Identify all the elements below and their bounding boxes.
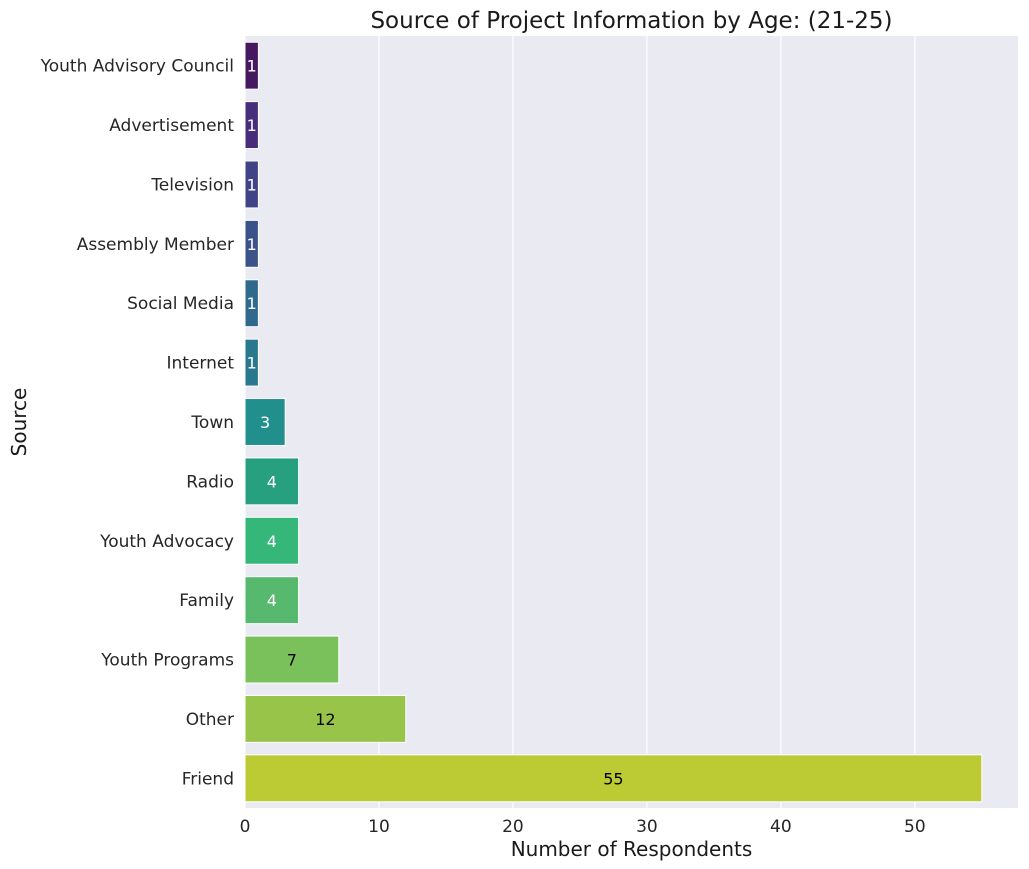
x-tick-label: 40 (770, 817, 792, 837)
bar (244, 694, 407, 743)
bar-value-label: 1 (247, 294, 257, 313)
bar (244, 279, 259, 328)
bar (244, 338, 259, 387)
bar-value-label: 4 (267, 472, 277, 491)
x-tick-label: 20 (502, 817, 524, 837)
y-tick-label: Youth Advocacy (99, 532, 234, 552)
y-tick-label: Television (150, 175, 234, 195)
x-tick-label: 10 (368, 817, 390, 837)
y-tick-labels: Youth Advisory Council Advertisement Telev… (40, 57, 235, 790)
y-tick-label: Youth Advisory Council (40, 57, 234, 77)
x-tick-label: 50 (904, 817, 926, 837)
y-axis-label: Source (7, 388, 31, 457)
bar-value-label: 1 (247, 175, 257, 194)
y-tick-label: Assembly Member (77, 235, 234, 255)
chart-title: Source of Project Information by Age: (2… (370, 8, 892, 34)
y-tick-label: Advertisement (109, 116, 234, 136)
bar-value-label: 4 (267, 532, 277, 551)
bar (244, 398, 286, 446)
bar-value-label: 12 (315, 710, 335, 729)
y-tick-label: Internet (166, 354, 234, 374)
y-tick-label: Youth Programs (100, 651, 234, 671)
bar-value-label: 7 (287, 651, 297, 670)
bar (244, 516, 300, 565)
bar-value-label: 55 (603, 769, 623, 788)
bars (244, 41, 983, 803)
bar-value-label: 1 (247, 57, 257, 76)
bar-value-label: 4 (267, 591, 277, 610)
bar-value-label: 3 (260, 413, 270, 432)
y-tick-label: Town (190, 413, 234, 433)
bar (244, 160, 259, 209)
bar (244, 457, 300, 506)
bar-value-label: 1 (247, 116, 257, 135)
x-axis-label: Number of Respondents (511, 837, 753, 861)
y-tick-label: Radio (186, 472, 234, 492)
bar (244, 576, 300, 625)
y-tick-label: Social Media (127, 294, 234, 314)
bar-labels: 1 1 1 1 1 1 3 4 4 4 7 12 55 (247, 57, 624, 789)
bar (244, 41, 259, 90)
bar (244, 754, 983, 803)
bar (244, 219, 259, 268)
x-tick-label: 30 (636, 817, 658, 837)
y-tick-label: Friend (182, 769, 234, 789)
x-tick-labels: 0 10 20 30 40 50 (240, 817, 926, 837)
y-tick-label: Other (186, 710, 234, 730)
plot-area (245, 36, 1018, 808)
bar-value-label: 1 (247, 354, 257, 373)
bar (244, 101, 259, 150)
bar-value-label: 1 (247, 235, 257, 254)
bar (244, 635, 340, 684)
y-tick-label: Family (179, 591, 234, 611)
x-tick-label: 0 (240, 817, 251, 837)
